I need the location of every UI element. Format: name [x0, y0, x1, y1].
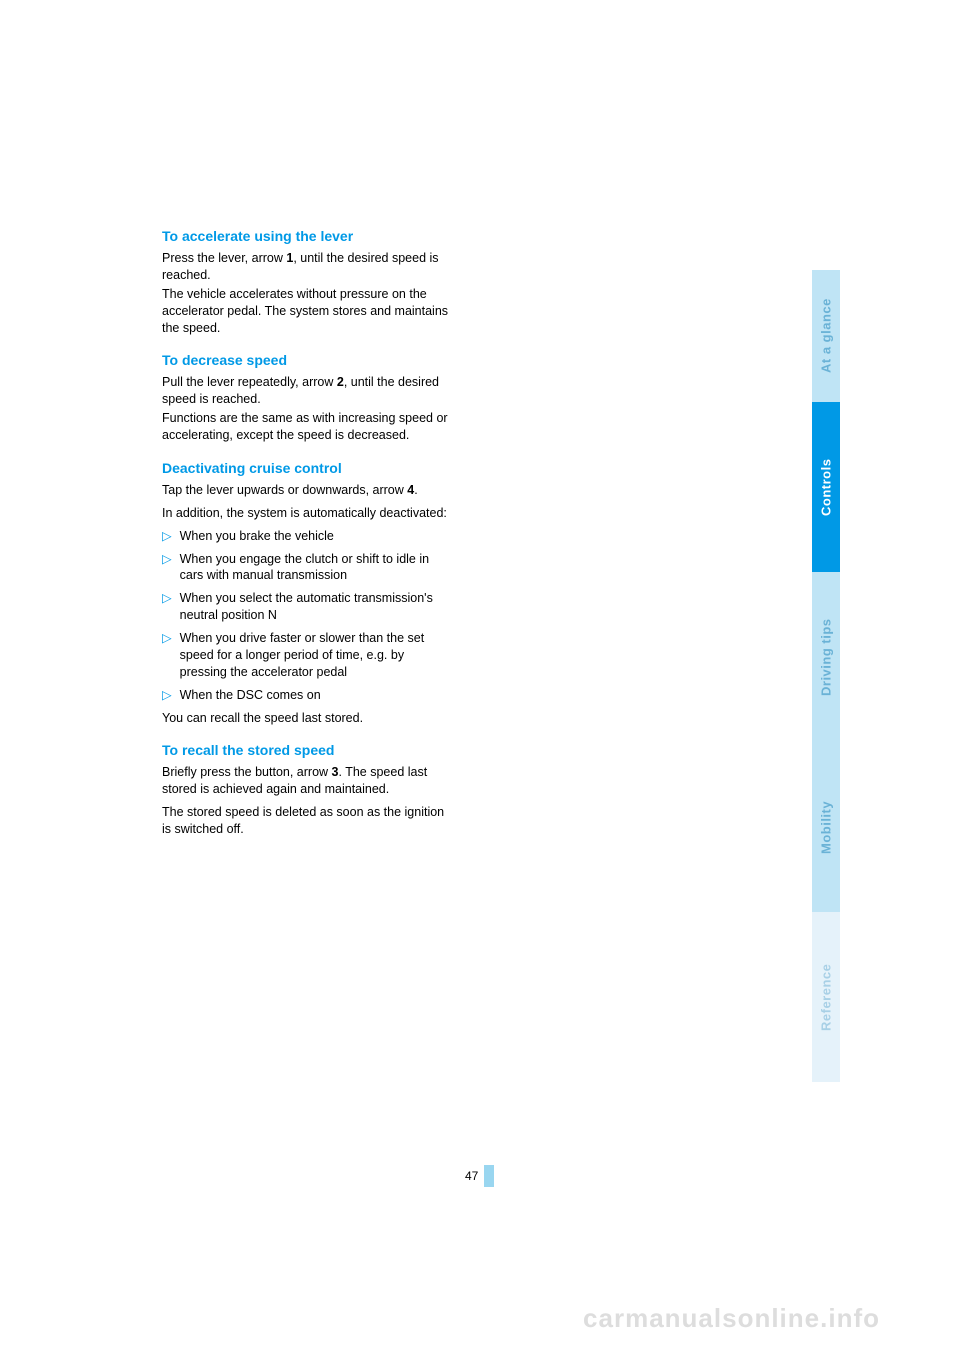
text: You can recall the speed last stored. [162, 710, 452, 727]
page-marker [484, 1165, 494, 1187]
page-number-wrap: 47 [465, 1165, 494, 1187]
list-item: ▷ When you select the automatic transmis… [162, 590, 452, 624]
tab-driving-tips[interactable]: Driving tips [812, 572, 840, 742]
text: . [414, 483, 417, 497]
section-title-decrease: To decrease speed [162, 352, 452, 368]
section-body-accelerate: Press the lever, arrow 1, until the desi… [162, 250, 452, 336]
bullet-icon: ▷ [162, 630, 172, 681]
section-title-deactivate: Deactivating cruise control [162, 460, 452, 476]
list-text: When the DSC comes on [180, 687, 321, 704]
text: The stored speed is deleted as soon as t… [162, 804, 452, 838]
arrow-ref: 2 [337, 375, 344, 389]
bullet-icon: ▷ [162, 590, 172, 624]
text: The vehicle accelerates without pressure… [162, 286, 452, 337]
text: Tap the lever upwards or downwards, arro… [162, 483, 407, 497]
section-title-accelerate: To accelerate using the lever [162, 228, 452, 244]
tab-mobility[interactable]: Mobility [812, 742, 840, 912]
section-tabs: At a glance Controls Driving tips Mobili… [812, 270, 840, 1082]
main-content: To accelerate using the lever Press the … [162, 228, 452, 840]
list-item: ▷ When you engage the clutch or shift to… [162, 551, 452, 585]
section-body-decrease: Pull the lever repeatedly, arrow 2, unti… [162, 374, 452, 444]
page-number: 47 [465, 1169, 478, 1183]
text: Press the lever, arrow [162, 251, 286, 265]
list-text: When you engage the clutch or shift to i… [180, 551, 452, 585]
text: In addition, the system is automatically… [162, 505, 452, 522]
tab-controls[interactable]: Controls [812, 402, 840, 572]
list-item: ▷ When you brake the vehicle [162, 528, 452, 545]
text: Pull the lever repeatedly, arrow [162, 375, 337, 389]
bullet-icon: ▷ [162, 551, 172, 585]
list-text: When you drive faster or slower than the… [180, 630, 452, 681]
list-text: When you select the automatic transmissi… [180, 590, 452, 624]
watermark: carmanualsonline.info [583, 1303, 880, 1334]
text: Functions are the same as with increasin… [162, 410, 452, 444]
bullet-icon: ▷ [162, 528, 172, 545]
bullet-icon: ▷ [162, 687, 172, 704]
section-body-deactivate: Tap the lever upwards or downwards, arro… [162, 482, 452, 522]
deactivate-list: ▷ When you brake the vehicle ▷ When you … [162, 528, 452, 704]
list-text: When you brake the vehicle [180, 528, 334, 545]
tab-reference[interactable]: Reference [812, 912, 840, 1082]
list-item: ▷ When you drive faster or slower than t… [162, 630, 452, 681]
text: Briefly press the button, arrow [162, 765, 332, 779]
list-item: ▷ When the DSC comes on [162, 687, 452, 704]
section-title-recall: To recall the stored speed [162, 742, 452, 758]
text: You can recall the speed last stored. [162, 710, 452, 727]
section-body-recall: Briefly press the button, arrow 3. The s… [162, 764, 452, 838]
tab-at-a-glance[interactable]: At a glance [812, 270, 840, 402]
